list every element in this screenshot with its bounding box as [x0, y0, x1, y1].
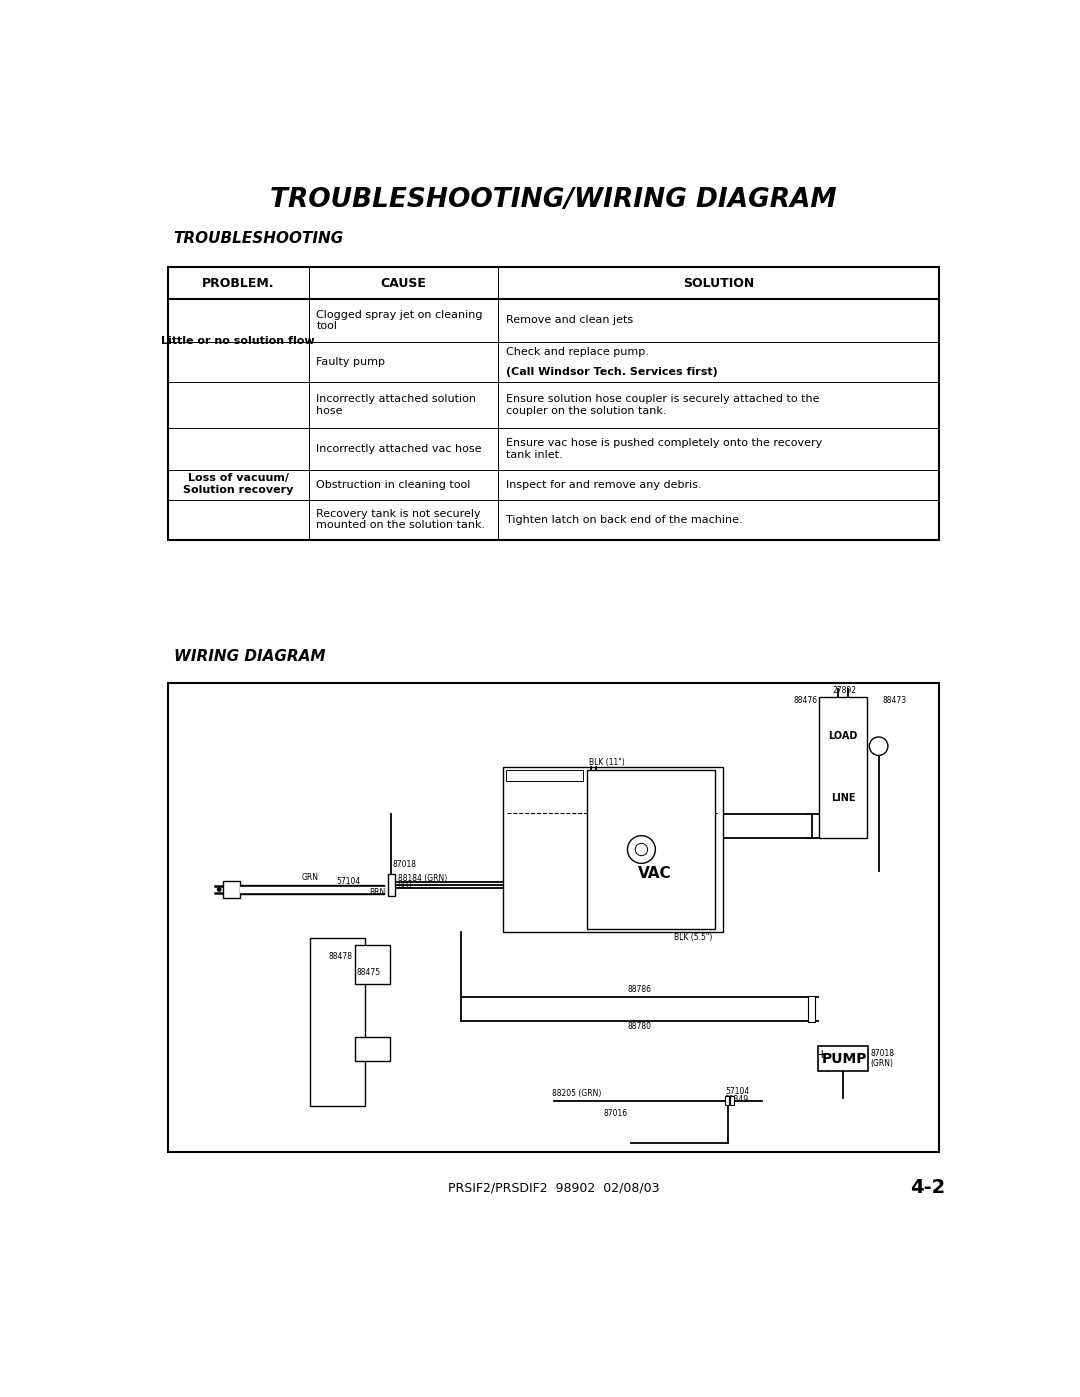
Text: Check and replace pump.: Check and replace pump. — [507, 346, 649, 356]
Text: +: + — [818, 1048, 827, 1062]
Text: 27892: 27892 — [833, 686, 856, 694]
Text: GRN: GRN — [301, 873, 319, 882]
Text: Tighten latch on back end of the machine.: Tighten latch on back end of the machine… — [507, 514, 743, 524]
Text: Little or no solution flow: Little or no solution flow — [161, 335, 315, 345]
Bar — [167, 267, 940, 539]
Circle shape — [627, 835, 656, 863]
Text: 88786: 88786 — [627, 985, 651, 995]
Text: TROUBLESHOOTING: TROUBLESHOOTING — [174, 231, 345, 246]
Text: 87018: 87018 — [393, 861, 417, 869]
Text: BRN: BRN — [592, 827, 608, 835]
Text: 88780: 88780 — [627, 1023, 651, 1031]
Text: BLU: BLU — [397, 882, 413, 890]
Bar — [819, 697, 867, 838]
Bar — [167, 683, 940, 1153]
Text: 57104: 57104 — [337, 877, 361, 886]
Bar — [310, 937, 365, 1105]
Bar — [354, 946, 390, 983]
Text: BRN: BRN — [369, 888, 386, 897]
Text: PUMP: PUMP — [822, 1052, 867, 1066]
Text: Inspect for and remove any debris.: Inspect for and remove any debris. — [507, 481, 702, 490]
Text: 88475: 88475 — [356, 968, 380, 977]
Bar — [730, 1097, 734, 1105]
Text: 4-2: 4-2 — [909, 1179, 945, 1197]
Text: VAC: VAC — [638, 866, 672, 882]
Text: Incorrectly attached solution
hose: Incorrectly attached solution hose — [316, 394, 476, 415]
Text: 87016: 87016 — [604, 1108, 627, 1118]
Circle shape — [217, 887, 221, 891]
Text: Ensure vac hose is pushed completely onto the recovery
tank inlet.: Ensure vac hose is pushed completely ont… — [507, 439, 823, 460]
Bar — [725, 1097, 729, 1105]
Text: Ensure solution hose coupler is securely attached to the
coupler on the solution: Ensure solution hose coupler is securely… — [507, 394, 820, 415]
Text: Recovery tank is not securely
mounted on the solution tank.: Recovery tank is not securely mounted on… — [316, 509, 486, 531]
Text: PRSIF2/PRSDIF2  98902  02/08/03: PRSIF2/PRSDIF2 98902 02/08/03 — [448, 1182, 659, 1194]
Text: LINE: LINE — [831, 793, 855, 803]
Text: TROUBLESHOOTING/WIRING DIAGRAM: TROUBLESHOOTING/WIRING DIAGRAM — [270, 187, 837, 212]
Circle shape — [869, 738, 888, 756]
Text: PROBLEM.: PROBLEM. — [202, 277, 274, 289]
Text: WIRING DIAGRAM: WIRING DIAGRAM — [174, 650, 325, 664]
Text: 87018: 87018 — [870, 1049, 894, 1059]
Bar — [818, 1046, 868, 1071]
Bar — [809, 996, 814, 1023]
Bar — [586, 770, 715, 929]
Text: 88184 (GRN): 88184 (GRN) — [397, 875, 447, 883]
Text: BLU: BLU — [593, 802, 607, 812]
Text: 88205 (GRN): 88205 (GRN) — [552, 1090, 602, 1098]
Bar — [503, 767, 724, 932]
Text: Remove and clean jets: Remove and clean jets — [507, 316, 633, 326]
Text: SOLUTION: SOLUTION — [684, 277, 755, 289]
Text: 57104: 57104 — [725, 1087, 750, 1097]
Text: (GRN): (GRN) — [870, 1059, 893, 1067]
Text: Incorrectly attached vac hose: Incorrectly attached vac hose — [316, 444, 482, 454]
Bar — [354, 1037, 390, 1062]
Bar — [505, 770, 582, 781]
Text: Loss of vacuum/
Solution recovery: Loss of vacuum/ Solution recovery — [183, 474, 294, 495]
Text: Clogged spray jet on cleaning
tool: Clogged spray jet on cleaning tool — [316, 310, 483, 331]
Text: 88476: 88476 — [794, 696, 818, 705]
Text: 88473: 88473 — [882, 696, 906, 705]
Bar — [224, 882, 240, 898]
Text: Faulty pump: Faulty pump — [316, 356, 386, 366]
Text: BLK (5.5"): BLK (5.5") — [674, 933, 712, 942]
Circle shape — [635, 844, 648, 856]
Text: Obstruction in cleaning tool: Obstruction in cleaning tool — [316, 481, 471, 490]
Text: CAUSE: CAUSE — [380, 277, 427, 289]
Text: 88349: 88349 — [725, 1095, 750, 1104]
Text: (Call Windsor Tech. Services first): (Call Windsor Tech. Services first) — [507, 366, 718, 377]
Text: 88478: 88478 — [328, 953, 352, 961]
Text: BLK (11"): BLK (11") — [590, 757, 625, 767]
Bar — [388, 875, 395, 895]
Text: LOAD: LOAD — [828, 731, 858, 742]
